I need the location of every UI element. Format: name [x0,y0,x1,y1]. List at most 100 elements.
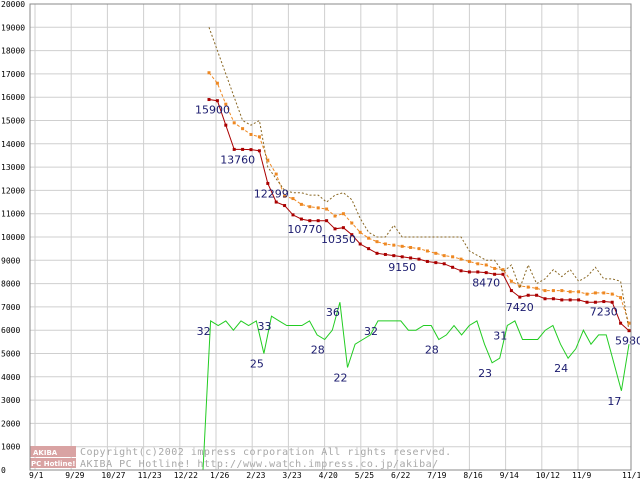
point-min [526,293,530,297]
data-label: 12299 [254,187,289,200]
x-axis: 9/1 9/29 10/27 11/23 12/22 1/26 2/23 3/23 4/20 5/… [29,471,640,480]
point-min [425,259,429,263]
point-min [375,251,379,255]
data-label: 36 [326,306,340,319]
x-tick-label: 1/26 [210,471,229,480]
point-min [299,217,303,221]
y-tick-label: 11000 [1,210,25,219]
point-min [501,272,505,276]
x-tick-label: 7/19 [427,471,446,480]
y-tick-label: 1000 [1,443,20,452]
point-min [484,271,488,275]
point-min [215,99,219,103]
point-avg [283,194,287,198]
chart-series [202,27,631,471]
y-tick-label: 18000 [1,47,25,56]
data-label: 23 [478,367,492,380]
point-min [451,265,455,269]
point-avg [308,205,312,209]
point-min [266,181,270,185]
akiba-logo-bottom-text: PC Hotline! [31,460,75,468]
point-min [367,247,371,251]
y-tick-label: 12000 [1,186,25,195]
x-tick-label: 11/23 [138,471,162,480]
point-avg [325,207,329,211]
data-label: 33 [257,320,271,333]
point-min [627,329,631,333]
point-avg [400,244,404,248]
x-tick-label: 9/1 [29,471,44,480]
point-avg [425,249,429,253]
point-avg [501,268,505,272]
point-avg [543,289,547,293]
y-tick-label: 7000 [1,303,20,312]
point-avg [383,242,387,246]
point-min [518,295,522,299]
data-label: 10770 [287,223,322,236]
point-avg [341,212,345,216]
point-avg [459,257,463,261]
x-tick-label: 10/12 [536,471,560,480]
point-avg [442,254,446,258]
point-min [333,227,337,231]
point-avg [392,243,396,247]
point-min [207,98,211,102]
point-avg [358,230,362,234]
x-tick-label: 8/16 [463,471,482,480]
point-avg [585,292,589,296]
series-line-count [202,302,630,471]
point-avg [249,132,253,136]
y-tick-label: 16000 [1,93,25,102]
point-min [568,298,572,302]
y-tick-label: 14000 [1,140,25,149]
y-tick-label: 4000 [1,373,20,382]
point-avg [266,158,270,162]
point-avg [215,81,219,85]
data-label: 17 [607,395,621,408]
point-avg [568,290,572,294]
point-avg [619,296,623,300]
point-avg [409,245,413,249]
point-min [249,148,253,152]
credit-text: AKIBA PC Hotline! http://www.watch.impre… [80,459,439,470]
point-avg [232,121,236,125]
x-tick-label: 9/14 [500,471,519,480]
point-avg [560,289,564,293]
point-min [476,270,480,274]
point-avg [291,197,295,201]
y-tick-label: 5000 [1,350,20,359]
point-min [400,255,404,259]
y-tick-label: 17000 [1,70,25,79]
akiba-logo-top [30,446,76,457]
y-tick-label: 6000 [1,326,20,335]
point-min [593,300,597,304]
y-tick-label: 8000 [1,280,20,289]
point-avg [551,289,555,293]
point-min [610,300,614,304]
y-tick-label: 0 [1,466,6,475]
copyright-text: Copyright(c)2002 impress corporation All… [80,447,452,458]
data-label: 32 [197,325,211,338]
akiba-logo-bottom [30,458,76,468]
point-min [341,226,345,230]
point-min [459,269,463,273]
point-avg [602,291,606,295]
point-avg [577,290,581,294]
point-min [291,213,295,217]
y-axis: 0 1000 2000 3000 4000 5000 6000 7000 8000 9000 100… [1,0,25,475]
point-avg [224,102,228,106]
data-label: 13760 [220,153,255,166]
point-avg [434,251,438,255]
point-avg [367,236,371,240]
point-avg [627,321,631,325]
x-tick-label: 10/27 [101,471,125,480]
point-min [493,272,497,276]
point-min [316,219,320,223]
point-avg [467,259,471,263]
point-avg [509,279,513,283]
y-tick-label: 2000 [1,419,20,428]
data-label: 7230 [590,306,618,319]
point-avg [241,127,245,131]
point-min [409,256,413,260]
